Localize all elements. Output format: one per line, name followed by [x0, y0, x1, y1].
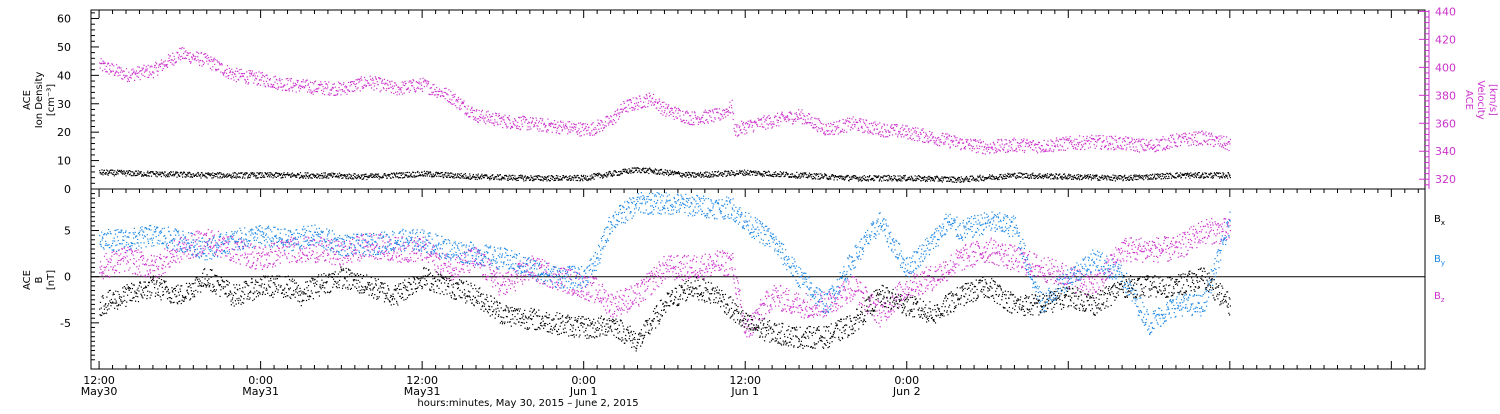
velocity-axis-label-line1: ACE: [1463, 90, 1474, 110]
velocity-tick-label: 340: [1435, 145, 1456, 158]
density-axis-label-line3: [cm⁻³]: [46, 84, 57, 116]
b-tick-label: -5: [60, 317, 71, 330]
date-tick-label: Jun 2: [892, 385, 921, 398]
velocity-axis-label-line2: Velocity: [1475, 80, 1486, 119]
density-tick-label: 30: [57, 98, 71, 111]
velocity-tick-label: 440: [1435, 5, 1456, 18]
velocity-tick-label: 380: [1435, 89, 1456, 102]
velocity-tick-label: 400: [1435, 61, 1456, 74]
density-tick-label: 10: [57, 155, 71, 168]
density-tick-label: 60: [57, 13, 71, 26]
density-tick-label: 20: [57, 126, 71, 139]
density-tick-label: 40: [57, 69, 71, 82]
density-tick-label: 0: [64, 183, 71, 196]
b-axis-label-line3: [nT]: [46, 270, 57, 290]
b-axis-label-line2: B: [34, 276, 45, 283]
density-tick-label: 50: [57, 41, 71, 54]
x-axis-title: hours:minutes, May 30, 2015 – June 2, 20…: [417, 398, 638, 409]
date-tick-label: May30: [81, 385, 118, 398]
velocity-axis-label-line3: [km/s]: [1487, 84, 1498, 116]
date-tick-label: May31: [404, 385, 441, 398]
velocity-tick-label: 420: [1435, 33, 1456, 46]
b-tick-label: 0: [64, 271, 71, 284]
b-axis-label-line1: ACE: [22, 270, 33, 290]
date-tick-label: Jun 1: [730, 385, 759, 398]
velocity-tick-label: 320: [1435, 173, 1456, 186]
density-axis-label-line1: ACE: [22, 90, 33, 110]
b-tick-label: 5: [64, 225, 71, 238]
density-axis-label-line2: Ion Density: [34, 72, 45, 129]
date-tick-label: Jun 1: [569, 385, 598, 398]
date-tick-label: May31: [242, 385, 279, 398]
velocity-tick-label: 360: [1435, 117, 1456, 130]
